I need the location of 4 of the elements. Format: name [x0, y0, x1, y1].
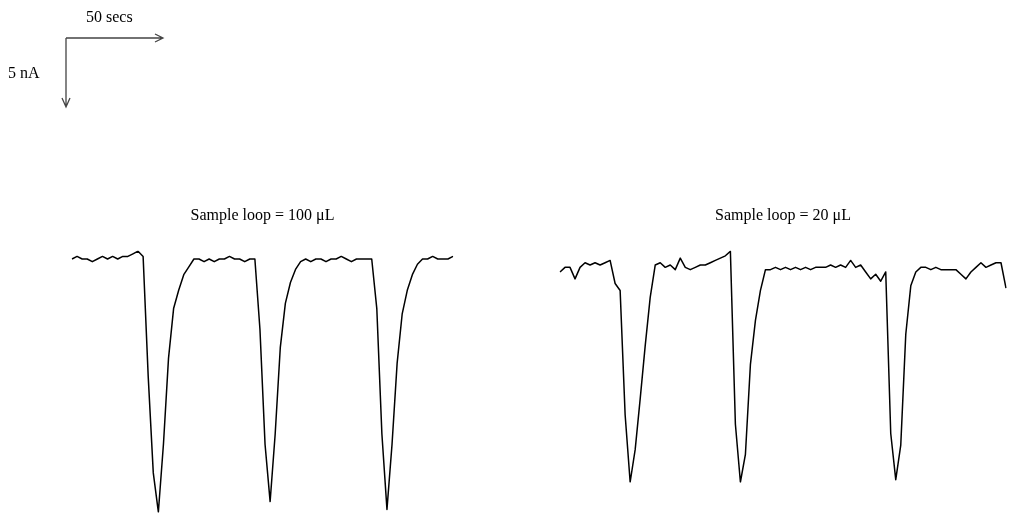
chart-title: Sample loop = 20 μL: [715, 205, 851, 224]
text: 50 secs: [86, 8, 133, 26]
chart-title: Sample loop = 100 μL: [190, 205, 335, 224]
text: 5 nA: [8, 64, 40, 82]
